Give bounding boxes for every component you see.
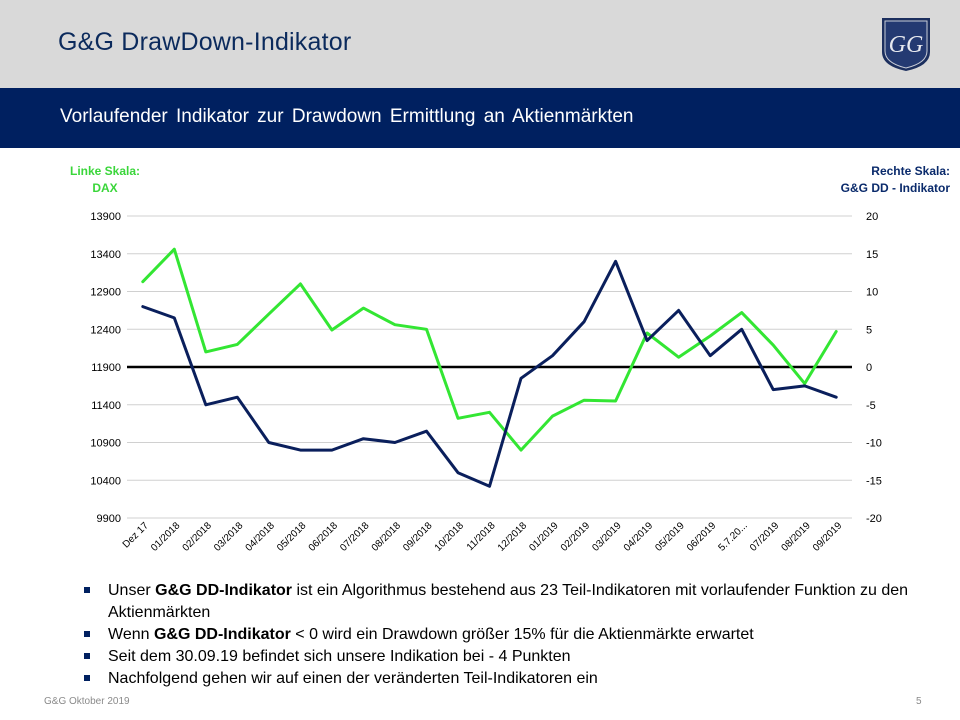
x-tick-label: 08/2018 [370,520,404,554]
logo-lettering: GG [889,32,924,58]
x-tick-label: 5.7.20... [716,520,749,553]
left-axis-label: Linke Skala: DAX [50,163,160,197]
page-subtitle: Vorlaufender Indikator zur Drawdown Ermi… [60,106,634,127]
x-tick-label: 12/2018 [496,520,530,554]
x-tick-label: 08/2019 [779,520,813,554]
x-tick-label: 10/2018 [433,520,467,554]
left-axis-label-line2: DAX [92,181,118,195]
bullet-bold-text: G&G DD-Indikator [155,582,293,599]
left-tick-label: 12900 [90,287,121,299]
left-tick-label: 13900 [90,211,121,223]
right-axis-label-line2: G&G DD - Indikator [840,181,950,195]
right-axis-label-line1: Rechte Skala: [871,164,950,178]
subtitle-band [0,88,960,148]
x-tick-label: 05/2019 [653,520,687,554]
x-tick-label: 06/2019 [685,520,719,554]
left-tick-label: 9900 [97,513,121,525]
indicator-series-line [141,259,838,488]
x-tick-label: 02/2018 [181,520,215,554]
header-bar [0,0,960,88]
right-tick-label: -10 [866,438,882,450]
x-tick-label: 04/2018 [244,520,278,554]
x-tick-label: 04/2019 [622,520,656,554]
right-axis-label: Rechte Skala: G&G DD - Indikator [790,163,950,197]
bullet-text: < 0 wird ein Drawdown größer 15% für die… [290,626,754,643]
right-tick-label: -15 [866,475,882,487]
x-tick-label: 09/2018 [401,520,435,554]
x-tick-label: 09/2019 [811,520,845,554]
x-tick-label: 06/2018 [307,520,341,554]
right-tick-label: 0 [866,362,872,374]
left-axis-label-line1: Linke Skala: [69,164,141,178]
bullet-text: Nachfolgend gehen wir auf einen der verä… [108,670,598,687]
x-tick-label: 01/2019 [527,520,561,554]
x-tick-label: 03/2019 [590,520,624,554]
bullet-square-icon [84,653,90,659]
bullet-list: Unser G&G DD-Indikator ist ein Algorithm… [84,580,944,690]
x-tick-label: Dez 17 [121,520,151,550]
bullet-item: Wenn G&G DD-Indikator < 0 wird ein Drawd… [84,624,944,646]
page-title: G&G DrawDown-Indikator [58,28,352,56]
bullet-item: Nachfolgend gehen wir auf einen der verä… [84,668,944,690]
dax-series-line [141,247,838,452]
left-tick-label: 10400 [90,475,121,487]
right-tick-label: -20 [866,513,882,525]
x-tick-label: 05/2018 [275,520,309,554]
bullet-item: Unser G&G DD-Indikator ist ein Algorithm… [84,580,944,624]
right-tick-label: 5 [866,324,872,336]
bullet-item: Seit dem 30.09.19 befindet sich unsere I… [84,646,944,668]
bullet-text: ist ein Algorithmus bestehend aus 23 Tei… [108,582,909,621]
right-tick-label: 20 [866,211,878,223]
right-tick-label: 15 [866,249,878,261]
left-tick-label: 11900 [91,362,121,374]
company-logo: GG [882,18,930,71]
right-tick-label: -5 [866,400,876,412]
left-tick-label: 10900 [90,438,121,450]
x-tick-label: 07/2018 [338,520,372,554]
bullet-text: Seit dem 30.09.19 befindet sich unsere I… [108,648,571,665]
bullet-square-icon [84,631,90,637]
left-tick-label: 11400 [91,400,121,412]
right-tick-label: 10 [866,287,878,299]
bullet-square-icon [84,675,90,681]
page-number: 5 [916,696,922,707]
x-tick-label: 01/2018 [149,520,183,554]
bullet-text: Unser [108,582,156,599]
bullet-bold-text: G&G DD-Indikator [153,626,291,643]
x-tick-label: 03/2018 [212,520,246,554]
left-tick-label: 13400 [90,249,121,261]
x-tick-label: 11/2018 [465,520,498,553]
bullet-text: Wenn [108,626,154,643]
x-tick-label: 07/2019 [748,520,782,554]
footer-date: G&G Oktober 2019 [44,696,130,707]
bullet-square-icon [84,587,90,593]
left-tick-label: 12400 [90,324,121,336]
x-tick-label: 02/2019 [559,520,593,554]
drawdown-chart: 13900 20 13400 15 12900 10 12400 5 11900 0 11400 -5… [90,211,882,554]
